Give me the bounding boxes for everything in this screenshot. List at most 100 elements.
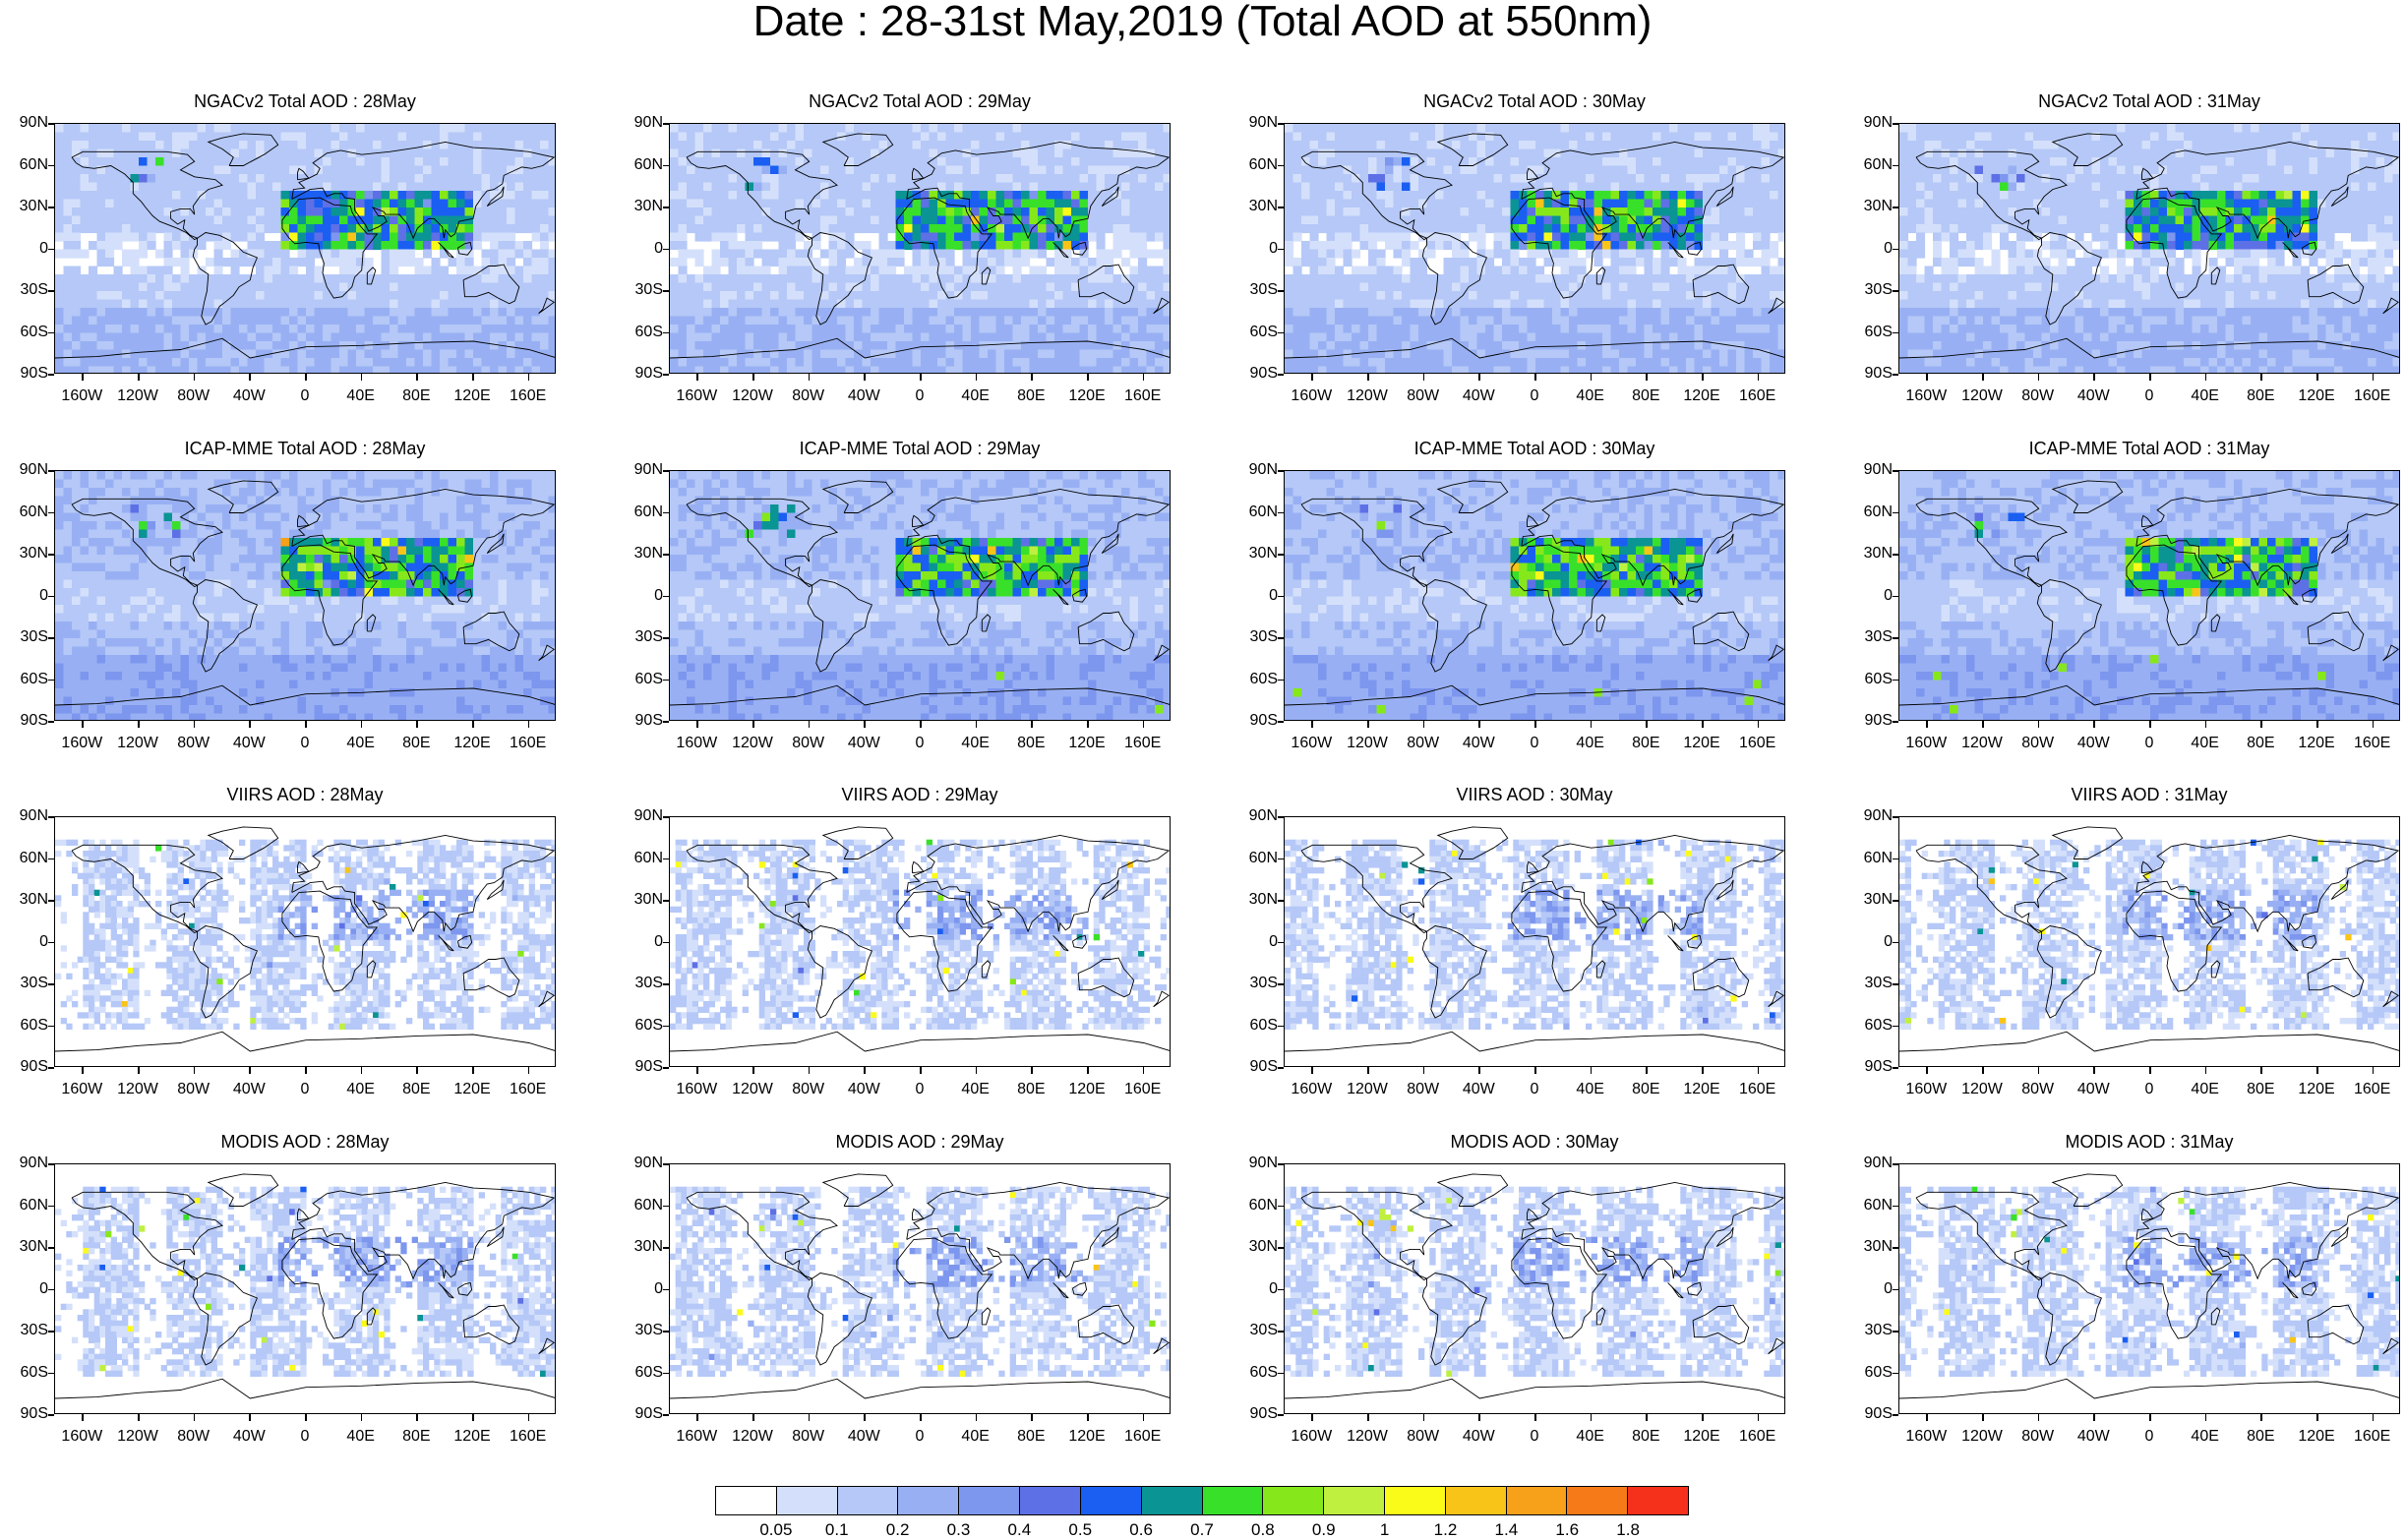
- lat-tick-label: 90S: [624, 1405, 663, 1423]
- aod-field: [1899, 124, 2400, 374]
- lat-tick-label: 30N: [624, 545, 663, 563]
- lat-tick-label: 30N: [1853, 198, 1893, 215]
- lat-tick-label: 90N: [1853, 114, 1893, 132]
- lat-tick-label: 90S: [624, 712, 663, 730]
- map-panel: [54, 470, 556, 721]
- lon-tick-label: 160E: [499, 1081, 558, 1098]
- colorbar-label: 0.5: [1055, 1520, 1105, 1540]
- aod-field: [670, 471, 1171, 721]
- lat-tick-label: 90S: [1853, 1405, 1893, 1423]
- lat-tick-label: 30S: [1853, 281, 1893, 299]
- lat-tick-label: 60S: [1238, 671, 1278, 688]
- lon-tick-label: 0: [2120, 387, 2179, 405]
- lon-tick-label: 120E: [443, 1428, 502, 1446]
- lat-tick-label: 60N: [9, 850, 48, 867]
- lon-tick-label: 160E: [2343, 387, 2402, 405]
- lon-tick-label: 80W: [2009, 387, 2068, 405]
- lat-tick-label: 0: [1853, 933, 1893, 951]
- colorbar-box: [1385, 1487, 1446, 1514]
- colorbar-box: [1628, 1487, 1688, 1514]
- lon-tick-label: 120E: [1672, 387, 1731, 405]
- lon-tick-label: 160W: [1896, 1428, 1955, 1446]
- map-panel: [1898, 1163, 2400, 1414]
- aod-field: [1285, 471, 1785, 721]
- lon-tick-label: 40E: [946, 1081, 1005, 1098]
- colorbar-box: [838, 1487, 899, 1514]
- lon-tick-label: 160W: [52, 387, 111, 405]
- lon-tick-label: 40E: [1561, 1428, 1620, 1446]
- coastline: [1899, 1032, 2400, 1051]
- lon-tick-label: 120W: [1953, 735, 2012, 752]
- lon-tick-label: 160W: [1282, 387, 1341, 405]
- aod-field: [1899, 471, 2400, 721]
- lon-tick-label: 40E: [946, 1428, 1005, 1446]
- lon-tick-label: 120W: [1338, 1081, 1397, 1098]
- lon-tick-label: 120W: [108, 1081, 167, 1098]
- lon-tick-label: 80W: [779, 387, 838, 405]
- lon-tick-label: 120W: [1338, 735, 1397, 752]
- lat-tick-label: 90N: [1853, 1155, 1893, 1172]
- lat-tick-label: 30S: [9, 1322, 48, 1339]
- colorbar: [715, 1486, 1689, 1515]
- lat-tick-label: 30S: [1238, 281, 1278, 299]
- lat-tick-label: 0: [1853, 240, 1893, 258]
- lat-tick-label: 60S: [9, 1364, 48, 1382]
- lat-tick-label: 0: [624, 240, 663, 258]
- lon-tick-label: 40E: [1561, 735, 1620, 752]
- lat-tick-label: 60N: [624, 156, 663, 174]
- lon-tick-label: 160W: [1282, 1428, 1341, 1446]
- lat-tick-label: 30S: [1853, 628, 1893, 646]
- lon-tick-label: 40E: [946, 735, 1005, 752]
- lat-tick-label: 90S: [9, 712, 48, 730]
- lat-tick-label: 30N: [1853, 545, 1893, 563]
- lat-tick-label: 60N: [1238, 156, 1278, 174]
- panel-title: NGACv2 Total AOD : 30May: [1284, 91, 1785, 112]
- lat-tick-label: 30S: [624, 628, 663, 646]
- lon-tick-label: 80W: [779, 735, 838, 752]
- lat-tick-label: 30N: [624, 198, 663, 215]
- panel-title: ICAP-MME Total AOD : 31May: [1898, 439, 2400, 459]
- map-panel: [669, 470, 1171, 721]
- lat-tick-label: 90N: [1853, 807, 1893, 825]
- colorbar-label: 0.6: [1116, 1520, 1166, 1540]
- lon-tick-label: 160W: [52, 735, 111, 752]
- aod-field: [1285, 817, 1785, 1067]
- lat-tick-label: 0: [1238, 587, 1278, 605]
- lat-tick-label: 30N: [9, 891, 48, 909]
- lat-tick-label: 30S: [1853, 975, 1893, 992]
- colorbar-box: [1446, 1487, 1507, 1514]
- lon-tick-label: 40E: [946, 387, 1005, 405]
- lat-tick-label: 60N: [1853, 850, 1893, 867]
- lat-tick-label: 30S: [1853, 1322, 1893, 1339]
- aod-field: [55, 1164, 556, 1414]
- lon-tick-label: 120W: [723, 1081, 782, 1098]
- lon-tick-label: 80E: [387, 387, 446, 405]
- lon-tick-label: 160W: [1896, 735, 1955, 752]
- map-panel: [669, 1163, 1171, 1414]
- panel-title: MODIS AOD : 29May: [669, 1132, 1171, 1153]
- lon-tick-label: 120W: [1953, 1428, 2012, 1446]
- lon-tick-label: 120E: [1672, 735, 1731, 752]
- lat-tick-label: 90N: [624, 461, 663, 479]
- lon-tick-label: 120W: [108, 1428, 167, 1446]
- lat-tick-label: 30N: [1238, 1238, 1278, 1256]
- lat-tick-label: 60S: [624, 1364, 663, 1382]
- lon-tick-label: 160W: [52, 1428, 111, 1446]
- lat-tick-label: 0: [624, 933, 663, 951]
- lon-tick-label: 0: [275, 1428, 334, 1446]
- map-panel: [1284, 470, 1785, 721]
- colorbar-label: 0.9: [1299, 1520, 1349, 1540]
- lon-tick-label: 40E: [2176, 1428, 2235, 1446]
- lon-tick-label: 0: [890, 1081, 949, 1098]
- lat-tick-label: 90S: [9, 1058, 48, 1076]
- lat-tick-label: 30N: [1238, 198, 1278, 215]
- aod-field: [1899, 1164, 2400, 1414]
- lat-tick-label: 90N: [9, 114, 48, 132]
- lon-tick-label: 80E: [1616, 387, 1675, 405]
- lat-tick-label: 60N: [1238, 503, 1278, 521]
- panel-title: VIIRS AOD : 31May: [1898, 785, 2400, 805]
- lon-tick-label: 160W: [52, 1081, 111, 1098]
- lon-tick-label: 80W: [164, 1428, 223, 1446]
- lat-tick-label: 30N: [9, 1238, 48, 1256]
